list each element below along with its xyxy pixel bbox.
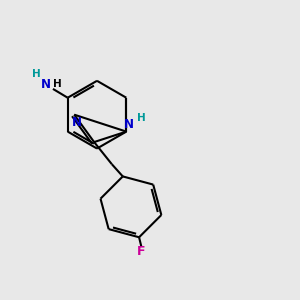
Text: H: H — [32, 69, 41, 79]
Text: N: N — [40, 78, 51, 91]
Text: N: N — [72, 116, 82, 128]
Text: H: H — [53, 80, 62, 89]
Text: F: F — [137, 245, 146, 258]
Text: N: N — [124, 118, 134, 131]
Text: H: H — [137, 113, 146, 123]
